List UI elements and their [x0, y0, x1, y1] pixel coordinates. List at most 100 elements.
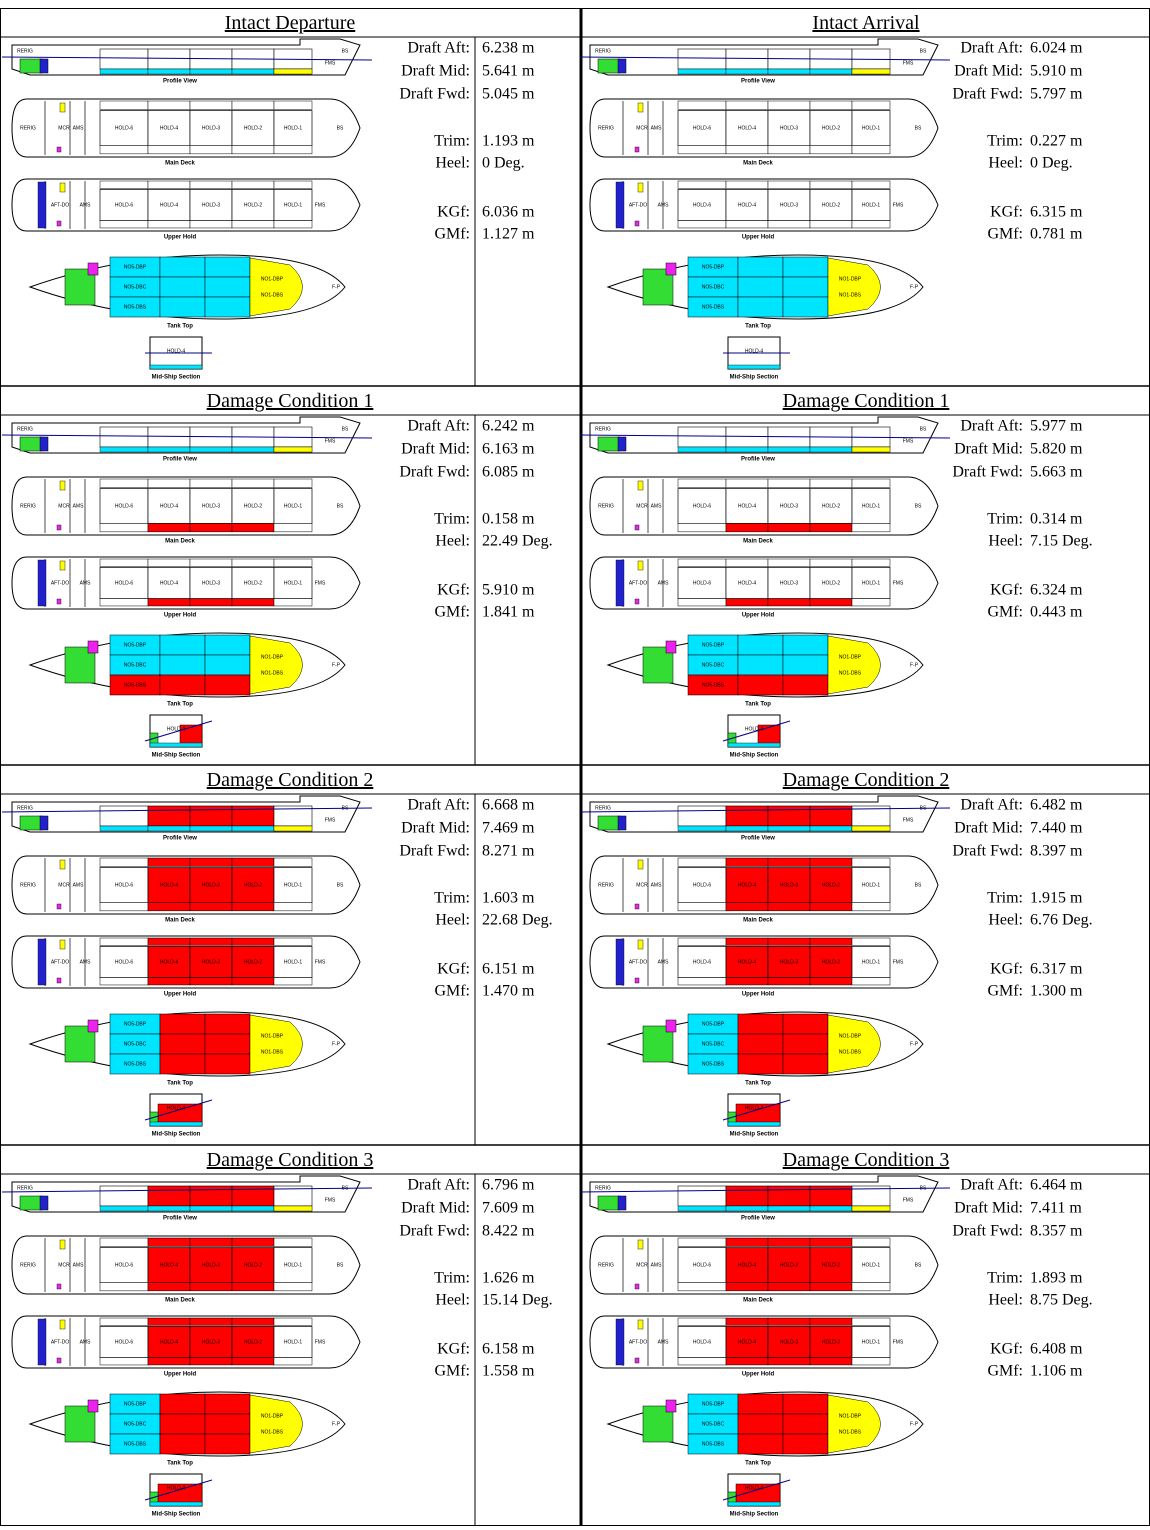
aft-label: RERIG: [17, 1185, 33, 1191]
hold-label: HOLD-1: [284, 1339, 303, 1345]
double-bottom: [205, 297, 250, 317]
double-bottom: [205, 1414, 250, 1434]
wing-tank: [148, 978, 190, 985]
ship-diagram: RERIGFMSBSProfile ViewHOLD-6HOLD-4HOLD-3…: [2, 39, 372, 381]
profile-db: [232, 447, 274, 452]
tank-label: NO1-DBP: [261, 654, 284, 660]
wing-tank: [232, 101, 274, 109]
wing-tank: [768, 858, 810, 866]
tank-label: NO1-DBS: [839, 1049, 862, 1055]
profile-aft: [618, 816, 626, 830]
double-bottom: [160, 1394, 205, 1414]
double-bottom: [160, 297, 205, 317]
double-bottom: [783, 1394, 828, 1414]
aft-tank: [38, 1319, 46, 1365]
wing-tank: [810, 938, 852, 945]
parameter-label: Draft Aft:: [960, 418, 1023, 435]
wing-tank: [190, 1238, 232, 1246]
tank-label: NO5-DBC: [124, 1041, 147, 1047]
parameter-value: 1.300 m: [1030, 983, 1083, 1000]
aft-label: AFT-DO: [629, 959, 647, 965]
fwd-label: F-P: [332, 1041, 341, 1047]
wing-tank: [148, 523, 190, 531]
fwd-label: FMS: [903, 1197, 914, 1203]
profile-db: [148, 69, 190, 74]
parameter-value: 0.158 m: [482, 511, 535, 528]
engine-tank: [638, 860, 643, 869]
parameter-label: Trim:: [987, 511, 1023, 528]
double-bottom: [738, 297, 783, 317]
aft-label: AMS: [658, 1339, 670, 1345]
parameter-value: 5.045 m: [482, 86, 535, 103]
engine-tank: [635, 1284, 639, 1289]
engine-tank: [635, 525, 639, 530]
wing-tank: [768, 599, 810, 606]
aft-label: RERIG: [598, 882, 614, 888]
midship-db: [728, 1122, 780, 1126]
double-bottom: [205, 1054, 250, 1074]
engine-tank: [60, 860, 65, 869]
double-bottom: [160, 635, 205, 655]
profile-db: [190, 69, 232, 74]
hold-label: HOLD-3: [780, 202, 799, 208]
hold-label: HOLD-6: [693, 125, 712, 131]
double-bottom: [160, 1014, 205, 1034]
wing-tank: [100, 1238, 148, 1246]
hold-label: HOLD-3: [780, 882, 799, 888]
wing-tank: [768, 145, 810, 153]
engine-tank: [635, 1358, 639, 1363]
double-bottom: [160, 257, 205, 277]
view-name: Tank Top: [745, 1081, 771, 1087]
hold-label: HOLD-4: [738, 882, 757, 888]
double-bottom: [205, 655, 250, 675]
aft-label: RERIG: [595, 1185, 611, 1191]
ship-diagram: RERIGFMSBSProfile ViewHOLD-6HOLD-4HOLD-3…: [580, 39, 950, 381]
double-bottom: [783, 1434, 828, 1454]
wing-tank: [810, 221, 852, 228]
panel-title: Damage Condition 1: [783, 390, 950, 412]
parameter-label: KGf:: [437, 204, 470, 221]
hold-label: HOLD-1: [862, 503, 881, 509]
fwd-label: FMS: [903, 438, 914, 444]
parameter-value: 6.317 m: [1030, 961, 1083, 978]
double-bottom: [160, 675, 205, 695]
wing-tank: [768, 523, 810, 531]
engine-tank: [57, 978, 61, 983]
wing-tank: [232, 1318, 274, 1325]
fwd-label: F-P: [910, 284, 919, 290]
wing-tank: [190, 559, 232, 566]
profile-aft: [598, 1196, 620, 1210]
hold-label: HOLD-4: [160, 202, 179, 208]
aft-label: AMS: [80, 202, 92, 208]
fwd-label: BS: [920, 48, 927, 54]
profile-db: [148, 826, 190, 831]
hold-label: HOLD-1: [862, 1262, 881, 1268]
hold-label: HOLD-6: [693, 1262, 712, 1268]
aft-label: RERIG: [17, 426, 33, 432]
engine-tank: [638, 940, 643, 949]
double-bottom: [783, 1414, 828, 1434]
parameter-value: 5.641 m: [482, 63, 535, 80]
fwd-label: BS: [337, 882, 344, 888]
hold-label: HOLD-2: [822, 959, 841, 965]
profile-hold: [678, 1186, 726, 1206]
hold-label: HOLD-6: [115, 882, 134, 888]
parameter-label: Draft Aft:: [960, 40, 1023, 57]
parameter-value: 0 Deg.: [1030, 155, 1073, 172]
wing-tank: [274, 523, 312, 531]
view-name: Tank Top: [167, 324, 193, 330]
wing-tank: [768, 978, 810, 985]
wing-tank: [148, 181, 190, 188]
page: {"labels":{"views":["Profile View","Main…: [0, 0, 1150, 1530]
hold-label: HOLD-1: [284, 202, 303, 208]
parameter-value: 7.469 m: [482, 820, 535, 837]
aft-tank: [666, 1020, 676, 1032]
aft-label: AMS: [658, 580, 670, 586]
parameter-value: 6.408 m: [1030, 1341, 1083, 1358]
wing-tank: [232, 858, 274, 866]
view-name: Tank Top: [745, 1461, 771, 1467]
profile-db: [726, 69, 768, 74]
wing-tank: [190, 938, 232, 945]
parameter-value: 1.106 m: [1030, 1363, 1083, 1380]
hold-label: HOLD-3: [202, 1262, 221, 1268]
